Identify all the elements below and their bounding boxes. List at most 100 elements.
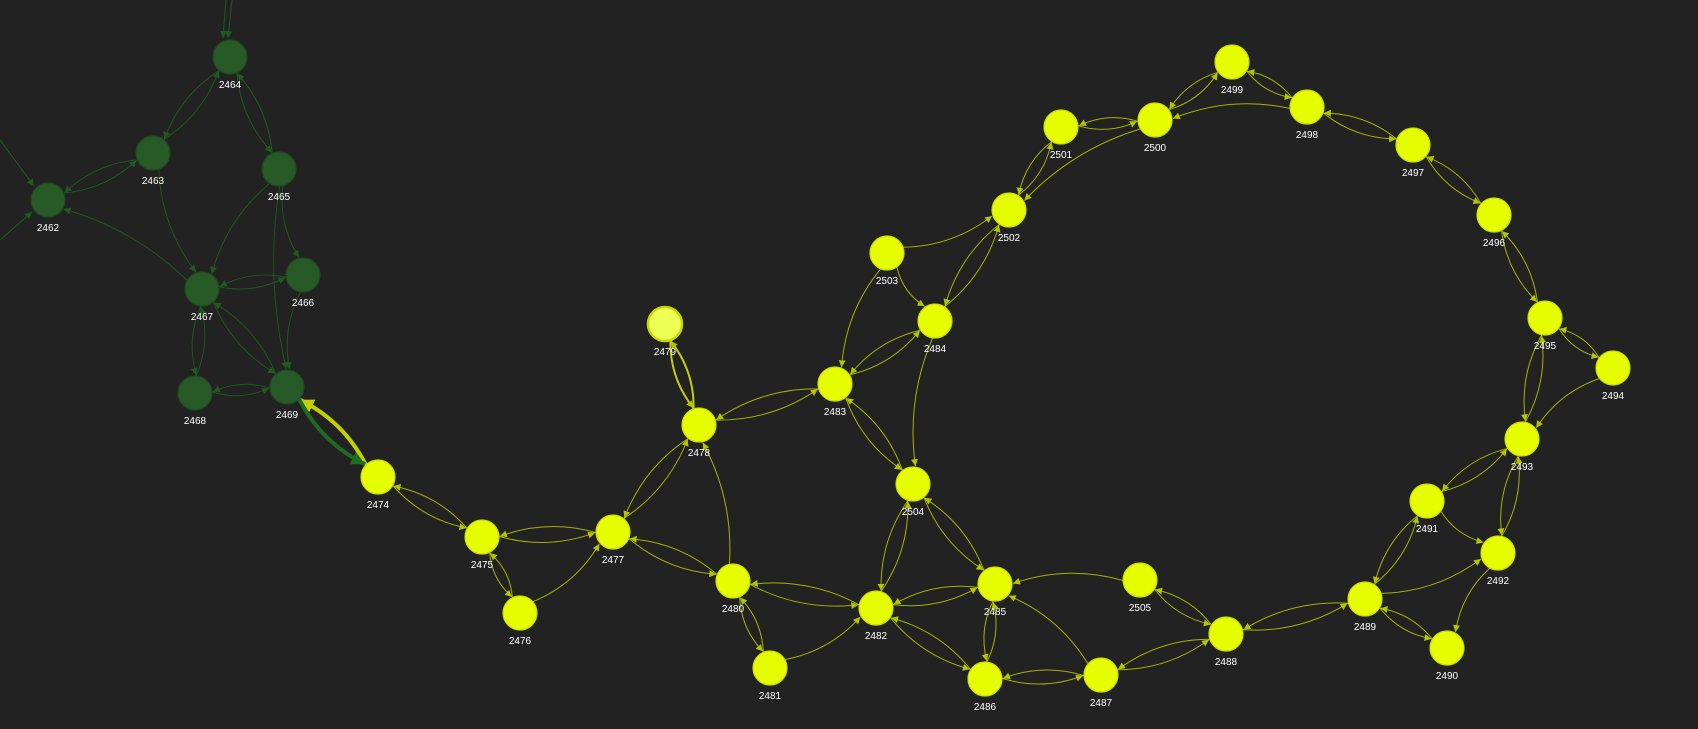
edge-2474-to-2475[interactable]	[392, 485, 467, 531]
edge-2465-to-2464[interactable]	[236, 73, 273, 154]
edge-2493-to-2491[interactable]	[1441, 447, 1508, 492]
edge-2481-to-2480[interactable]	[739, 597, 764, 653]
edge-2502-to-2501[interactable]	[1017, 142, 1054, 196]
node-circle[interactable]	[917, 303, 953, 339]
edge-2500-to-2499[interactable]	[1168, 72, 1219, 111]
edge-2504-to-2483[interactable]	[845, 397, 903, 471]
edge-2493-to-2495[interactable]	[1524, 335, 1547, 423]
edge-2474-to-2469[interactable]	[298, 397, 368, 466]
edge-2503-to-2484[interactable]	[896, 266, 925, 307]
node-circle[interactable]	[1409, 483, 1445, 519]
node-circle[interactable]	[595, 514, 631, 550]
graph-node-2484[interactable]: 2484	[917, 303, 953, 355]
node-circle[interactable]	[1347, 581, 1383, 617]
edge-2482-to-2480[interactable]	[750, 579, 860, 606]
graph-node-2499[interactable]: 2499	[1214, 44, 1250, 96]
graph-node-2500[interactable]: 2500	[1137, 102, 1173, 154]
edge-2502-to-2484[interactable]	[943, 223, 1000, 307]
node-circle[interactable]	[1527, 300, 1563, 336]
edge-2469-to-2468[interactable]	[212, 383, 271, 393]
edge-2495-to-2496[interactable]	[1501, 230, 1538, 303]
graph-node-2498[interactable]: 2498	[1289, 89, 1325, 141]
edge-2495-to-2494[interactable]	[1558, 327, 1599, 360]
edge-2504-to-2482[interactable]	[877, 500, 909, 591]
edge-2483-to-2478[interactable]	[715, 388, 819, 421]
edge-2489-to-2488[interactable]	[1243, 602, 1349, 631]
node-circle[interactable]	[135, 135, 171, 171]
edge-2488-to-2489[interactable]	[1242, 602, 1348, 631]
edge-2489-to-2490[interactable]	[1379, 607, 1432, 642]
node-circle[interactable]	[184, 271, 220, 307]
node-circle[interactable]	[1214, 44, 1250, 80]
graph-node-2494[interactable]: 2494	[1595, 350, 1631, 402]
edge-2466-to-2467[interactable]	[219, 274, 287, 287]
edge-2477-to-2480[interactable]	[628, 538, 717, 578]
graph-node-2490[interactable]: 2490	[1429, 630, 1465, 682]
edge-2491-to-2493[interactable]	[1441, 448, 1508, 493]
node-circle[interactable]	[681, 407, 717, 443]
edge-2463-to-2462[interactable]	[64, 159, 138, 193]
node-circle[interactable]	[212, 39, 248, 75]
edge-2500-to-2501[interactable]	[1078, 117, 1139, 127]
graph-node-2486[interactable]: 2486	[967, 661, 1003, 713]
edge-2504-to-2485[interactable]	[923, 496, 984, 571]
edge-2478-to-2477[interactable]	[623, 437, 689, 519]
edge-2483-to-2504[interactable]	[845, 397, 903, 471]
node-circle[interactable]	[261, 151, 297, 187]
edge-2491-to-2489[interactable]	[1372, 515, 1419, 584]
node-circle[interactable]	[464, 519, 500, 555]
edge-2484-to-2502[interactable]	[944, 224, 1001, 308]
node-circle[interactable]	[895, 466, 931, 502]
node-circle[interactable]	[1083, 657, 1119, 693]
edge-2497-to-2498[interactable]	[1323, 109, 1398, 140]
graph-node-2488[interactable]: 2488	[1208, 616, 1244, 668]
edge-2487-to-2485[interactable]	[1008, 595, 1089, 665]
edge-2498-to-2499[interactable]	[1247, 68, 1293, 99]
node-circle[interactable]	[1476, 197, 1512, 233]
node-circle[interactable]	[991, 192, 1027, 228]
graph-node-2481[interactable]: 2481	[752, 650, 788, 702]
edge-2485-to-2482[interactable]	[893, 585, 979, 605]
edge-2494-to-2493[interactable]	[1535, 378, 1600, 429]
edge-2478-to-2479[interactable]	[669, 340, 695, 409]
edge-2498-to-2497[interactable]	[1322, 112, 1397, 143]
graph-node-2493[interactable]: 2493	[1504, 421, 1540, 473]
graph-node-2497[interactable]: 2497	[1395, 127, 1431, 179]
edge-2475-to-2476[interactable]	[489, 552, 513, 598]
edge-2468-to-2469[interactable]	[211, 387, 270, 397]
graph-node-2503[interactable]: 2503	[869, 235, 905, 287]
edge-2484-to-2483[interactable]	[849, 329, 921, 375]
edge-2480-to-2478[interactable]	[702, 442, 731, 565]
edge-2480-to-2482[interactable]	[749, 583, 859, 610]
node-circle[interactable]	[817, 366, 853, 402]
node-circle[interactable]	[285, 257, 321, 293]
edge-2476-to-2477[interactable]	[532, 543, 600, 603]
graph-node-2465[interactable]: 2465	[261, 151, 297, 203]
node-circle[interactable]	[752, 650, 788, 686]
graph-node-2464[interactable]: 2464	[212, 39, 248, 91]
edge-2465-to-2466[interactable]	[281, 185, 300, 258]
edge-2469-to-2467[interactable]	[213, 302, 277, 375]
node-circle[interactable]	[177, 375, 213, 411]
edge-2500-to-2502[interactable]	[1023, 128, 1141, 201]
graph-node-2477[interactable]: 2477	[595, 514, 631, 566]
edge-2487-to-2488[interactable]	[1117, 639, 1210, 671]
edge-2485-to-2504[interactable]	[924, 497, 985, 572]
node-circle[interactable]	[360, 459, 396, 495]
graph-node-2482[interactable]: 2482	[858, 590, 894, 642]
node-circle[interactable]	[1480, 535, 1516, 571]
edge-2488-to-2487[interactable]	[1117, 638, 1210, 670]
edge-2477-to-2478[interactable]	[623, 438, 689, 520]
edge-2463-to-2464[interactable]	[163, 70, 220, 141]
edge-2464-to-2465[interactable]	[236, 72, 273, 153]
node-circle[interactable]	[869, 235, 905, 271]
graph-node-2478[interactable]: 2478	[681, 407, 717, 459]
graph-node-2480[interactable]: 2480	[715, 563, 751, 615]
graph-node-2485[interactable]: 2485	[977, 566, 1013, 618]
edge-2496-to-2495[interactable]	[1501, 230, 1538, 303]
graph-node-2476[interactable]: 2476	[502, 595, 538, 647]
graph-node-2469[interactable]: 2469	[269, 369, 305, 421]
edge-2486-to-2487[interactable]	[1001, 674, 1084, 685]
edge-2487-to-2486[interactable]	[1002, 669, 1085, 680]
